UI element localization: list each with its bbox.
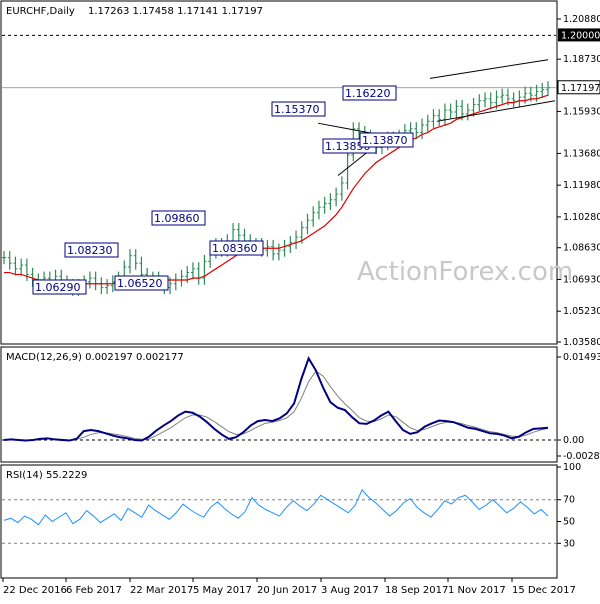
ohlc-readout: 1.17263 1.17458 1.17141 1.17197: [88, 6, 263, 17]
rsi-line: [3, 488, 549, 526]
watermark: ActionForex.com: [357, 257, 573, 287]
rsi-layer: [2, 488, 556, 544]
macd-ytick-label: 0.00: [563, 435, 584, 446]
x-tick-label: 3 Aug 2017: [321, 585, 379, 596]
price-annotation-box: [342, 85, 397, 101]
price-ytick-label: 1.03580: [563, 337, 600, 348]
last-price-box: [557, 80, 600, 95]
price-annotation-label: 1.15370: [274, 103, 320, 116]
price-ytick-label: 1.20880: [563, 14, 600, 25]
price-annotation-label: 1.13870: [362, 134, 408, 147]
macd-ytick-label: -0.002882: [563, 451, 600, 462]
price-annotation-label: 1.08230: [67, 244, 113, 257]
price-annotation-box: [64, 242, 119, 258]
macd-signal-line: [4, 370, 549, 441]
price-ytick-label: 1.18730: [563, 54, 600, 65]
price-annotation-box: [209, 240, 264, 256]
rsi-ytick-label: 30: [563, 538, 575, 549]
price-ytick-label: 1.08630: [563, 243, 600, 254]
price-annotation-label: 1.16220: [345, 87, 391, 100]
macd-pane-border: [0, 346, 558, 463]
price-ytick-label: 1.06930: [563, 274, 600, 285]
price-ytick-label: 1.10280: [563, 212, 600, 223]
price-ytick-label: 1.13680: [563, 148, 600, 159]
moving-average-line: [4, 94, 549, 285]
reference-label: 1.20000: [561, 30, 600, 41]
price-ytick-label: 1.05230: [563, 306, 600, 317]
x-tick-label: 18 Sep 2017: [385, 585, 448, 596]
macd-line: [3, 355, 549, 442]
macd-layer: [2, 355, 556, 442]
rsi-pane-border: [0, 464, 558, 579]
rsi-ytick-label: 70: [563, 495, 575, 506]
price-ytick-label: 1.15930: [563, 106, 600, 117]
channel-lower-line: [436, 100, 556, 122]
price-annotation-label: 1.13850: [325, 140, 371, 153]
price-annotation-label: 1.09860: [154, 212, 200, 225]
x-tick-label: 22 Dec 2016: [3, 585, 67, 596]
x-tick-label: 15 Dec 2017: [512, 585, 576, 596]
rsi-ytick-label: 50: [563, 517, 575, 528]
x-tick-label: 20 Jun 2017: [257, 585, 317, 596]
x-tick-label: 6 Feb 2017: [66, 585, 122, 596]
price-annotation-label: 1.06290: [35, 281, 81, 294]
x-axis: 22 Dec 2016 6 Feb 2017 22 Mar 2017 5 May 20…: [2, 578, 576, 596]
rsi-ytick-label: 100: [563, 462, 581, 473]
y-axis-layer: 1.20880 1.18730 1.15930 1.13680 1.11980 1.102…: [557, 14, 600, 549]
symbol-label: EURCHF,Daily: [6, 6, 75, 17]
price-ytick-label: 1.11980: [563, 180, 600, 191]
price-annotation-box: [114, 275, 169, 291]
x-tick-label: 22 Mar 2017: [130, 585, 193, 596]
price-annotation-box: [151, 210, 206, 226]
x-tick-label: 1 Nov 2017: [448, 585, 506, 596]
price-annotation-label: 1.06520: [117, 277, 163, 290]
macd-title: MACD(12,26,9) 0.002197 0.002177: [6, 352, 184, 363]
price-annotation-box: [359, 132, 414, 148]
price-pane-border: [0, 0, 558, 345]
rsi-title: RSI(14) 55.2229: [6, 470, 87, 481]
price-annotation-box: [32, 279, 87, 295]
channel-upper-line: [429, 59, 549, 79]
price-annotation-box: [271, 101, 326, 117]
x-tick-label: 5 May 2017: [193, 585, 252, 596]
price-annotation-label: 1.08360: [212, 242, 258, 255]
reference-label-box: [558, 28, 600, 42]
last-price-label: 1.17197: [561, 83, 600, 94]
macd-ytick-label: 0.014936: [563, 352, 600, 363]
